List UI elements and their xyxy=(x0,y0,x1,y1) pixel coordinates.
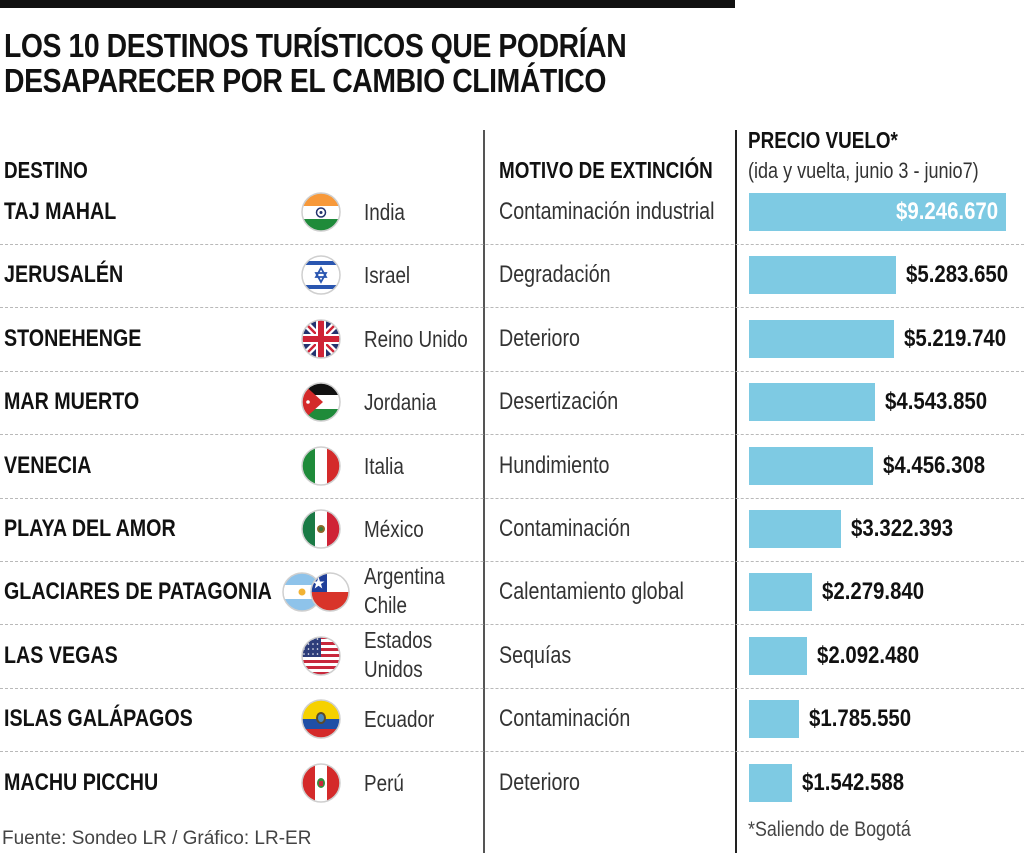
destination-name: MAR MUERTO xyxy=(4,388,140,416)
extinction-reason: Desertización xyxy=(499,388,619,416)
price-label: $2.279.840 xyxy=(822,578,925,606)
price-label: $5.283.650 xyxy=(905,261,1008,289)
destination-name: PLAYA DEL AMOR xyxy=(4,515,176,542)
price-label: $3.322.393 xyxy=(851,515,954,542)
country-name: Italia xyxy=(364,452,404,479)
country-name: Israel xyxy=(364,262,411,289)
destination-name: TAJ MAHAL xyxy=(4,198,117,225)
country-name: Estados Unidos xyxy=(364,626,432,684)
jordan-flag-icon xyxy=(301,382,341,422)
italy-flag-icon xyxy=(301,445,341,486)
destination-name: LAS VEGAS xyxy=(4,641,118,669)
chart-title-line1: LOS 10 DESTINOS TURÍSTICOS QUE PODRÍAN xyxy=(4,27,627,64)
chart-title-line2: DESAPARECER POR EL CAMBIO CLIMÁTICO xyxy=(4,62,606,99)
column-header-motivo: MOTIVO DE EXTINCIÓN xyxy=(499,157,713,183)
country-name: Perú xyxy=(364,769,404,796)
price-label: $1.785.550 xyxy=(808,705,911,733)
price-bar xyxy=(749,446,873,485)
column-divider-right xyxy=(735,130,737,853)
price-bar xyxy=(749,573,813,612)
source-note: Fuente: Sondeo LR / Gráfico: LR-ER xyxy=(2,828,312,849)
price-bar xyxy=(749,763,792,802)
extinction-reason: Degradación xyxy=(499,261,611,289)
extinction-reason: Sequías xyxy=(499,641,572,669)
extinction-reason: Contaminación xyxy=(499,705,631,733)
price-bar xyxy=(749,510,842,548)
israel-flag-icon xyxy=(301,255,341,296)
column-header-precio: PRECIO VUELO* xyxy=(748,127,898,153)
row-separator xyxy=(0,624,1024,626)
price-bar xyxy=(749,383,876,422)
destination-name: ISLAS GALÁPAGOS xyxy=(4,705,193,733)
destination-name: MACHU PICCHU xyxy=(4,768,159,796)
row-separator xyxy=(0,370,1024,372)
mexico-flag-icon xyxy=(301,509,341,549)
column-header-precio-sub: (ida y vuelta, junio 3 - junio7) xyxy=(748,158,979,183)
extinction-reason: Deterioro xyxy=(499,768,580,796)
column-header-destino: DESTINO xyxy=(4,157,88,183)
extinction-reason: Contaminación industrial xyxy=(499,198,715,225)
country-name-line2: Chile xyxy=(364,592,407,619)
price-bar xyxy=(749,700,799,739)
country-name: India xyxy=(364,199,405,225)
row-separator xyxy=(0,307,1024,309)
india-flag-icon xyxy=(301,192,341,232)
country-name: Reino Unido xyxy=(364,325,468,352)
country-name: Ecuador xyxy=(364,706,435,733)
destination-name: VENECIA xyxy=(4,451,92,479)
extinction-reason: Calentamiento global xyxy=(499,578,684,606)
destination-name: GLACIARES DE PATAGONIA xyxy=(4,578,272,606)
column-divider-left xyxy=(483,130,485,853)
price-label: $9.246.670 xyxy=(895,198,998,225)
price-label: $2.092.480 xyxy=(817,641,920,669)
country-name-line2: Unidos xyxy=(364,655,423,682)
price-bar xyxy=(749,319,895,358)
price-bar xyxy=(749,193,1006,231)
row-separator xyxy=(0,434,1024,436)
chile-flag-icon xyxy=(310,572,350,613)
extinction-reason: Hundimiento xyxy=(499,451,610,479)
ecuador-flag-icon xyxy=(301,699,341,739)
row-separator xyxy=(0,244,1024,245)
price-bar xyxy=(749,256,896,295)
uk-flag-icon xyxy=(301,319,341,359)
destination-name: STONEHENGE xyxy=(4,324,142,352)
row-separator xyxy=(0,751,1024,753)
row-separator xyxy=(0,687,1024,689)
price-label: $5.219.740 xyxy=(904,324,1007,352)
country-name-line1: Argentina xyxy=(364,563,445,590)
price-label: $4.543.850 xyxy=(885,388,988,416)
peru-flag-icon xyxy=(301,762,341,803)
extinction-reason: Contaminación xyxy=(499,515,631,542)
row-separator xyxy=(0,561,1024,562)
country-name: Jordania xyxy=(364,389,437,416)
footnote: *Saliendo de Bogotá xyxy=(748,818,911,841)
price-label: $1.542.588 xyxy=(801,768,904,796)
country-name: México xyxy=(364,516,424,542)
country-name-line1: Estados xyxy=(364,626,433,653)
row-separator xyxy=(0,497,1024,499)
usa-flag-icon xyxy=(301,636,341,676)
country-name: Argentina Chile xyxy=(364,562,445,620)
top-rule xyxy=(0,0,735,8)
extinction-reason: Deterioro xyxy=(499,324,580,352)
price-bar xyxy=(749,636,808,675)
price-label: $4.456.308 xyxy=(882,451,985,479)
destination-name: JERUSALÉN xyxy=(4,261,124,289)
